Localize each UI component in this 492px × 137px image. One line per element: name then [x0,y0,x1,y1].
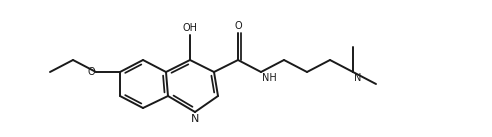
Text: NH: NH [262,73,277,83]
Text: N: N [354,73,362,83]
Text: N: N [191,114,199,124]
Text: O: O [88,67,95,77]
Text: O: O [234,21,242,31]
Text: OH: OH [183,23,197,33]
